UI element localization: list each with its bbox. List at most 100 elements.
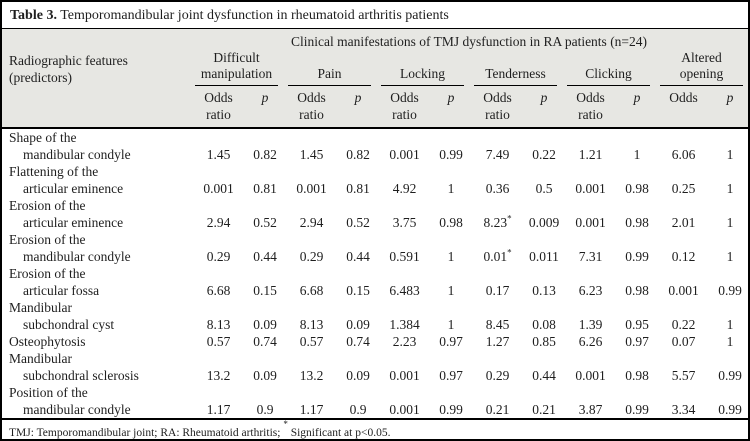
predictor-label: Osteophytosis	[2, 333, 190, 350]
odds-header-line: Odds	[204, 90, 233, 105]
span-header-spacer	[2, 29, 190, 50]
odds-ratio-value: 0.57	[299, 334, 324, 349]
p-label: p	[447, 90, 455, 105]
odds-header-line: Odds	[483, 90, 512, 105]
odds-ratio-header: Odds ratio	[376, 86, 433, 129]
predictor-label-line: mandibular condyle	[23, 147, 131, 162]
odds-ratio-value: 0.001	[389, 402, 420, 417]
odds-ratio-header: Odds	[655, 86, 712, 129]
table-number: Table 3.	[10, 8, 57, 23]
odds-ratio-value: 1.384	[389, 317, 420, 332]
odds-ratio-value: 6.483	[389, 283, 420, 298]
p-value: 0.97	[439, 334, 463, 349]
table-row: Position of the mandibular condyle 1.17 0.9…	[2, 384, 748, 418]
predictor-label: Flattening of the articular eminence	[2, 163, 190, 197]
p-value: 0.09	[346, 368, 370, 383]
odds-ratio-value: 0.001	[389, 147, 420, 162]
predictor-label-line: articular eminence	[23, 215, 124, 230]
p-value: 0.15	[253, 283, 277, 298]
footnote-text-2: Significant at p<0.05.	[287, 426, 391, 439]
odds-header-line: ratio	[485, 107, 510, 122]
odds-ratio-value: 0.25	[671, 181, 696, 196]
p-value: 0.99	[625, 402, 649, 417]
p-value: 0.81	[346, 181, 370, 196]
odds-ratio-value: 0.001	[575, 368, 606, 383]
predictor-label: Mandibular subchondral cyst	[2, 299, 190, 333]
significance-asterisk: *	[507, 247, 512, 258]
subheader-row: Odds ratio p Odds ratio p Odds ratio p Odds ratio p…	[2, 86, 748, 129]
odds-ratio-value: 2.94	[206, 215, 231, 230]
p-label: p	[726, 90, 734, 105]
odds-ratio-value: 1.17	[206, 402, 231, 417]
odds-ratio-value: 0.57	[206, 334, 231, 349]
p-value: 0.95	[625, 317, 649, 332]
row-header-line2: (predictors)	[9, 70, 72, 85]
odds-ratio-value: 8.13	[299, 317, 324, 332]
p-value: 0.99	[718, 283, 742, 298]
odds-ratio-value: 2.23	[392, 334, 417, 349]
p-value: 0.9	[256, 402, 274, 417]
odds-ratio-value: 6.68	[299, 283, 324, 298]
p-value-header: p	[712, 86, 748, 129]
p-value: 0.97	[439, 368, 463, 383]
table-row: Flattening of the articular eminence 0.001…	[2, 163, 748, 197]
table-row: Mandibular subchondral cyst 8.13 0.09 8.13 0.…	[2, 299, 748, 333]
p-value: 0.5	[535, 181, 553, 196]
p-value: 1	[447, 249, 455, 264]
p-value: 1	[726, 334, 734, 349]
odds-ratio-value: 1.45	[206, 147, 231, 162]
odds-header-line: ratio	[578, 107, 603, 122]
p-value: 0.81	[253, 181, 277, 196]
p-value: 0.009	[528, 215, 560, 230]
odds-header-line: ratio	[299, 107, 324, 122]
significance-asterisk: *	[283, 420, 288, 433]
odds-ratio-value: 2.01	[671, 215, 696, 230]
p-value: 1	[447, 181, 455, 196]
odds-ratio-value: 0.21	[485, 402, 510, 417]
predictor-label-line: Position of the	[9, 385, 88, 400]
table-caption: Temporomandibular joint dysfunction in r…	[60, 8, 449, 23]
odds-ratio-header: Odds ratio	[469, 86, 526, 129]
predictor-label-line: Erosion of the	[9, 232, 86, 247]
p-value: 0.74	[253, 334, 277, 349]
table-row: Erosion of the articular fossa 6.68 0.15 6.6…	[2, 265, 748, 299]
p-value: 0.011	[529, 249, 559, 264]
odds-header-line: Odds	[669, 90, 698, 105]
p-value-header: p	[526, 86, 562, 129]
table-row: Erosion of the mandibular condyle 0.29 0.44…	[2, 231, 748, 265]
odds-ratio-value: 0.12	[671, 249, 696, 264]
p-value: 0.98	[625, 181, 649, 196]
p-value: 1	[726, 181, 734, 196]
odds-ratio-value: 0.29	[206, 249, 231, 264]
p-value: 0.97	[625, 334, 649, 349]
odds-ratio-value: 0.001	[575, 215, 606, 230]
odds-header-line: Odds	[297, 90, 326, 105]
odds-header-line: ratio	[392, 107, 417, 122]
category-header: Tenderness	[469, 50, 562, 86]
table-row: Mandibular subchondral sclerosis 13.2 0.09 1…	[2, 350, 748, 384]
p-value: 0.99	[718, 368, 742, 383]
odds-ratio-value: 0.36	[485, 181, 510, 196]
p-value: 1	[726, 249, 734, 264]
row-header-predictors: Radiographic features (predictors)	[2, 50, 190, 129]
p-value: 0.98	[625, 368, 649, 383]
predictor-label-line: Mandibular	[9, 351, 72, 366]
results-table: Clinical manifestations of TMJ dysfuncti…	[2, 29, 748, 418]
odds-ratio-value: 1.45	[299, 147, 324, 162]
p-label: p	[540, 90, 548, 105]
odds-ratio-value: 1.27	[485, 334, 510, 349]
predictor-label: Erosion of the articular fossa	[2, 265, 190, 299]
predictor-label-line: articular eminence	[23, 181, 124, 196]
predictor-label: Erosion of the mandibular condyle	[2, 231, 190, 265]
p-value-header: p	[619, 86, 655, 129]
odds-ratio-value: 0.01*	[483, 247, 512, 264]
p-value: 0.99	[625, 249, 649, 264]
odds-ratio-value: 0.29	[485, 368, 510, 383]
p-value: 0.9	[349, 402, 367, 417]
odds-ratio-value: 0.29	[299, 249, 324, 264]
odds-ratio-value: 6.26	[578, 334, 603, 349]
span-header-row: Clinical manifestations of TMJ dysfuncti…	[2, 29, 748, 50]
p-value: 0.09	[253, 317, 277, 332]
predictor-label-line: mandibular condyle	[23, 249, 131, 264]
